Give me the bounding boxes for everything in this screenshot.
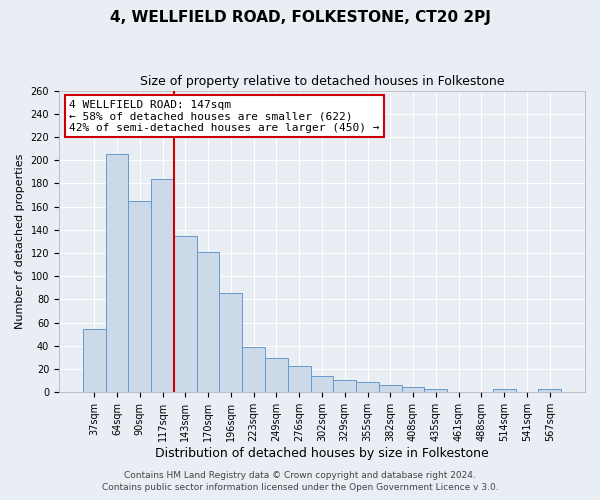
Bar [288,366,311,392]
Text: 4, WELLFIELD ROAD, FOLKESTONE, CT20 2PJ: 4, WELLFIELD ROAD, FOLKESTONE, CT20 2PJ [110,10,490,25]
Bar [311,376,334,392]
Bar [493,389,515,392]
Bar [379,386,401,392]
Bar [242,347,265,393]
Bar [356,382,379,392]
Text: 4 WELLFIELD ROAD: 147sqm
← 58% of detached houses are smaller (622)
42% of semi-: 4 WELLFIELD ROAD: 147sqm ← 58% of detach… [70,100,380,133]
Bar [128,201,151,392]
Bar [220,292,242,392]
Text: Contains HM Land Registry data © Crown copyright and database right 2024.
Contai: Contains HM Land Registry data © Crown c… [101,471,499,492]
Bar [197,252,220,392]
Bar [151,179,174,392]
Bar [174,236,197,392]
Y-axis label: Number of detached properties: Number of detached properties [15,154,25,329]
X-axis label: Distribution of detached houses by size in Folkestone: Distribution of detached houses by size … [155,447,489,460]
Bar [334,380,356,392]
Bar [424,389,447,392]
Bar [106,154,128,392]
Bar [83,328,106,392]
Title: Size of property relative to detached houses in Folkestone: Size of property relative to detached ho… [140,75,504,88]
Bar [265,358,288,392]
Bar [401,386,424,392]
Bar [538,389,561,392]
